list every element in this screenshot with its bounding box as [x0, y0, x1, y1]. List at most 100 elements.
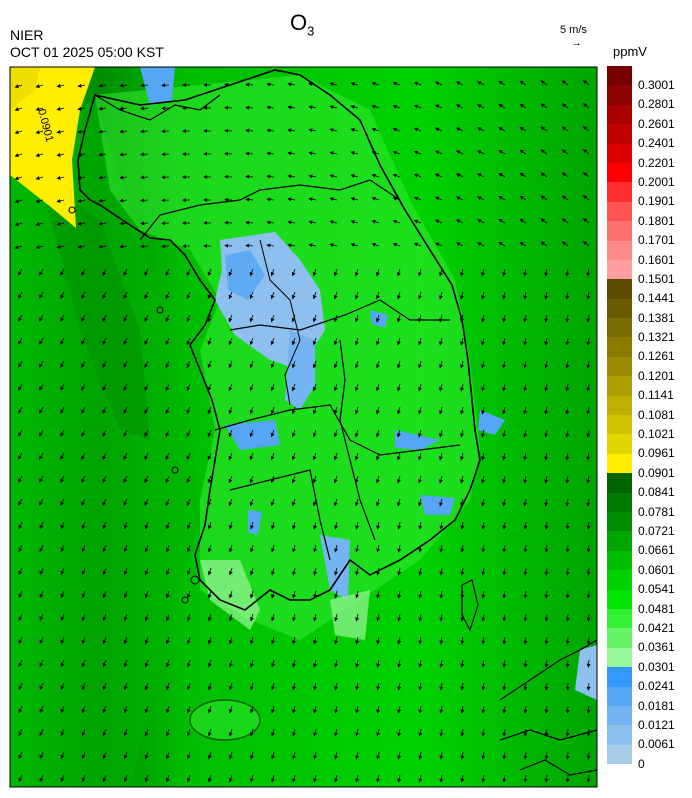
- wind-arrow: [39, 291, 44, 299]
- wind-arrow: [481, 268, 486, 277]
- wind-arrow: [397, 636, 402, 645]
- wind-arrow: [35, 84, 44, 88]
- wind-arrow: [540, 80, 548, 86]
- wind-arrow: [565, 544, 570, 553]
- wind-arrow: [165, 498, 170, 507]
- wind-arrow: [266, 105, 275, 110]
- legend-label: 0.1901: [638, 194, 675, 209]
- wind-arrow: [523, 429, 528, 438]
- wind-arrow: [144, 452, 149, 461]
- legend-swatch: [607, 608, 632, 629]
- wind-arrow: [245, 243, 254, 248]
- wind-arrow: [165, 521, 170, 530]
- wind-arrow: [245, 151, 254, 156]
- wind-arrow: [439, 636, 444, 645]
- legend-label: 0.2801: [638, 97, 675, 112]
- wind-arrow: [333, 383, 338, 392]
- wind-arrow: [375, 452, 380, 461]
- wind-arrow: [249, 567, 254, 576]
- wind-arrow: [102, 705, 107, 714]
- wind-arrow: [434, 81, 443, 86]
- wind-arrow: [39, 360, 44, 368]
- sea-shade-dark: [40, 180, 150, 440]
- wind-arrow: [481, 774, 486, 783]
- wind-arrow: [418, 314, 422, 323]
- wind-arrow: [375, 337, 380, 346]
- wind-arrow: [270, 314, 275, 323]
- wind-arrow: [313, 659, 318, 668]
- wind-arrow: [375, 498, 380, 507]
- wind-arrow: [397, 613, 402, 622]
- wind-arrow: [165, 705, 170, 714]
- wind-arrow: [266, 197, 275, 202]
- wind-arrow: [498, 80, 506, 86]
- wind-arrow: [102, 728, 107, 737]
- wind-arrow: [350, 197, 359, 201]
- legend-swatch: [607, 550, 632, 571]
- wind-arrow: [439, 498, 443, 507]
- wind-arrow: [418, 613, 423, 622]
- wind-arrow: [207, 337, 212, 346]
- wind-arrow: [354, 291, 359, 300]
- wind-arrow: [228, 268, 233, 277]
- wind-arrow: [523, 521, 528, 530]
- wind-arrow: [308, 243, 317, 248]
- wind-arrow: [392, 104, 401, 109]
- wind-arrow: [140, 175, 149, 180]
- wind-arrow: [481, 452, 486, 461]
- wind-arrow: [544, 613, 549, 622]
- wind-arrow: [418, 452, 422, 461]
- wind-arrow: [397, 590, 402, 599]
- wind-arrow: [519, 241, 527, 247]
- legend-swatch: [607, 473, 632, 493]
- wind-arrow: [544, 705, 549, 714]
- wind-arrow: [397, 544, 402, 553]
- wind-arrow: [228, 452, 233, 461]
- wind-arrow: [245, 82, 254, 87]
- wind-arrow: [102, 406, 107, 415]
- wind-arrow: [586, 429, 591, 438]
- wind-arrow: [498, 103, 506, 109]
- wind-arrow: [418, 751, 423, 760]
- wind-arrow: [228, 475, 233, 484]
- wind-arrow: [350, 174, 359, 178]
- legend-swatch: [607, 705, 632, 726]
- wind-arrow: [519, 149, 527, 155]
- legend-swatch: [607, 279, 632, 299]
- wind-arrow: [540, 103, 548, 109]
- legend-label: 0.0301: [638, 659, 675, 674]
- legend-label: 0.2201: [638, 155, 675, 170]
- wind-arrow: [18, 475, 23, 483]
- wind-arrow: [249, 452, 254, 461]
- legend-bin: 0.0481: [607, 589, 692, 616]
- low-ozone-area-southeast: [420, 495, 455, 515]
- wind-arrow: [502, 498, 507, 507]
- wind-arrow: [165, 337, 170, 346]
- wind-arrow: [418, 590, 423, 599]
- wind-arrow: [460, 337, 464, 346]
- wind-arrow: [375, 360, 380, 369]
- wind-arrow: [228, 751, 233, 760]
- legend-label: 0.1701: [638, 233, 675, 248]
- wind-arrow: [56, 83, 65, 88]
- wind-arrow: [249, 314, 254, 323]
- wind-arrow: [308, 105, 317, 110]
- wind-arrow: [586, 705, 591, 714]
- wind-arrow: [60, 590, 65, 599]
- wind-arrow: [186, 452, 191, 461]
- wind-arrow: [287, 197, 296, 202]
- wind-arrow: [312, 475, 317, 484]
- wind-arrow: [119, 129, 128, 134]
- wind-arrow: [228, 498, 233, 507]
- wind-arrow: [371, 219, 380, 224]
- wind-arrow: [418, 659, 423, 668]
- wind-arrow: [523, 337, 528, 346]
- wind-arrow: [481, 337, 486, 346]
- wind-arrow: [165, 682, 170, 691]
- wind-arrow: [144, 590, 149, 599]
- wind-arrow: [119, 198, 128, 203]
- wind-arrow: [266, 128, 275, 133]
- wind-arrow: [245, 105, 254, 110]
- wind-arrow: [102, 590, 107, 599]
- wind-arrow: [39, 314, 44, 322]
